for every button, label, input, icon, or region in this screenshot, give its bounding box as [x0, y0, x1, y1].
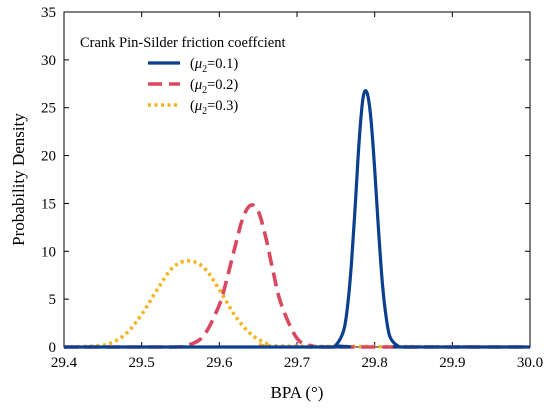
y-tick-label: 5: [49, 292, 57, 308]
series-line-3: [63, 259, 531, 349]
x-tick-label: 30.0: [517, 355, 543, 371]
y-tick-label: 35: [41, 5, 56, 21]
legend-title: Crank Pin-Silder friction coeffcient: [80, 35, 286, 51]
y-tick-label: 0: [49, 340, 57, 356]
y-tick-label: 30: [41, 53, 56, 69]
x-tick-label: 29.9: [439, 355, 465, 371]
x-tick-label: 29.8: [362, 355, 388, 371]
y-axis-label: Probability Density: [9, 113, 28, 246]
series-line-1: [63, 89, 530, 349]
legend-label-2: (μ2=0.2): [190, 77, 238, 96]
series-layer: [63, 89, 531, 349]
x-tick-label: 29.4: [51, 355, 78, 371]
x-axis: 29.4 29.5 29.6 29.7 29.8 29.9 30.0: [51, 12, 543, 371]
y-tick-label: 15: [41, 196, 56, 212]
y-tick-label: 20: [41, 149, 56, 165]
x-tick-label: 29.7: [284, 355, 311, 371]
x-tick-label: 29.6: [206, 355, 233, 371]
y-tick-label: 10: [41, 244, 56, 260]
x-axis-label: BPA (°): [271, 383, 324, 402]
legend-label-1: (μ2=0.1): [190, 56, 238, 75]
plot-area: [63, 11, 531, 348]
series-line-2: [63, 203, 530, 349]
x-tick-label: 29.5: [129, 355, 155, 371]
plot-frame: [63, 11, 531, 348]
legend-label-3: (μ2=0.3): [190, 98, 238, 117]
legend: Crank Pin-Silder friction coeffcient (μ2…: [80, 35, 286, 117]
y-axis: 0 5 10 15 20 25 30 35: [41, 5, 530, 356]
y-tick-label: 25: [41, 101, 56, 117]
